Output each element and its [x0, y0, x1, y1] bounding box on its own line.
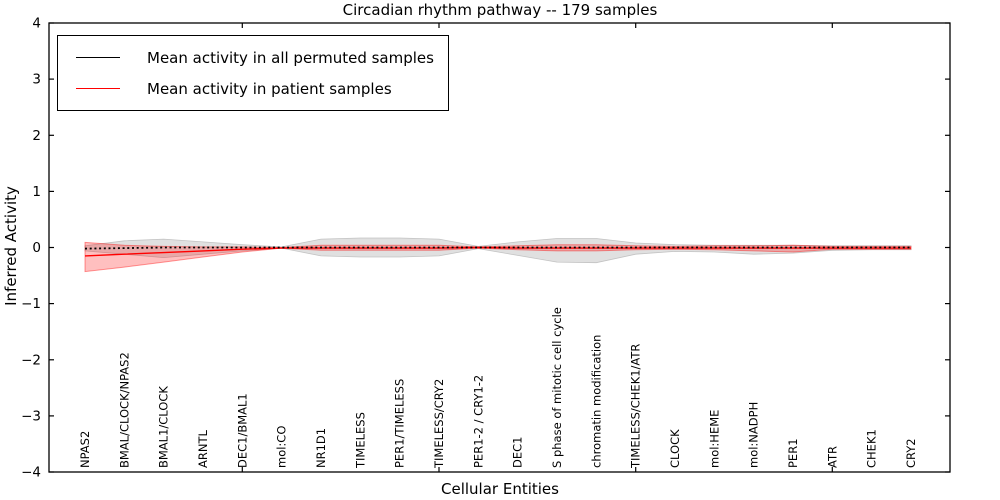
- category-label: mol:HEME: [707, 410, 721, 468]
- legend: Mean activity in all permuted samples Me…: [57, 35, 449, 111]
- category-label: PER1-2 / CRY1-2: [471, 375, 485, 468]
- y-tick-label: 4: [32, 16, 41, 32]
- category-label: NPAS2: [78, 431, 92, 468]
- y-tick-label: −2: [21, 352, 41, 368]
- category-label: BMAL/CLOCK/NPAS2: [117, 352, 131, 468]
- category-labels: NPAS2 BMAL/CLOCK/NPAS2 BMAL1/CLOCK ARNTL DEC…: [78, 307, 918, 469]
- y-tick-label: 1: [32, 184, 41, 200]
- y-tick-label: 2: [32, 128, 41, 144]
- chart-title: Circadian rhythm pathway -- 179 samples: [342, 1, 658, 19]
- y-tick-label: −4: [21, 465, 41, 481]
- legend-entry-permuted: Mean activity in all permuted samples: [58, 42, 434, 73]
- legend-entry-patient: Mean activity in patient samples: [58, 73, 434, 104]
- x-axis-ticks: [241, 23, 833, 472]
- category-label: CHEK1: [865, 429, 879, 468]
- category-label: DEC1: [511, 437, 525, 468]
- y-tick-label: −3: [21, 408, 41, 424]
- y-axis-label: Inferred Activity: [2, 186, 20, 306]
- band-permuted: [84, 237, 912, 264]
- category-label: PER1: [786, 438, 800, 468]
- category-label: DEC1/BMAL1: [235, 393, 249, 468]
- category-label: CLOCK: [668, 429, 682, 468]
- legend-line-swatch-permuted-icon: [76, 57, 120, 58]
- category-label: ATR: [825, 446, 839, 468]
- line-permuted-mean: [84, 246, 911, 250]
- category-label: CRY2: [904, 438, 918, 468]
- category-label: mol:CO: [275, 426, 289, 468]
- category-label: chromatin modification: [589, 335, 603, 468]
- legend-line-swatch-patient-icon: [76, 88, 120, 89]
- y-axis-ticks: −4 −3 −2 −1 0 1 2 3 4: [21, 16, 950, 481]
- category-label: TIMELESS: [353, 412, 367, 469]
- legend-label-permuted: Mean activity in all permuted samples: [147, 48, 434, 67]
- y-tick-label: 0: [32, 240, 41, 256]
- category-label: TIMELESS/CRY2: [432, 379, 446, 469]
- y-tick-label: −1: [21, 296, 41, 312]
- category-label: mol:NADPH: [747, 402, 761, 468]
- legend-label-patient: Mean activity in patient samples: [147, 79, 392, 98]
- x-axis-label: Cellular Entities: [441, 480, 559, 498]
- category-label: TIMELESS/CHEK1/ATR: [629, 344, 643, 469]
- category-label: S phase of mitotic cell cycle: [550, 307, 564, 468]
- category-label: PER1/TIMELESS: [393, 379, 407, 468]
- category-label: NR1D1: [314, 428, 328, 468]
- y-tick-label: 3: [32, 72, 41, 88]
- category-label: BMAL1/CLOCK: [157, 386, 171, 468]
- line-patient-mean: [84, 246, 911, 257]
- category-label: ARNTL: [196, 430, 210, 468]
